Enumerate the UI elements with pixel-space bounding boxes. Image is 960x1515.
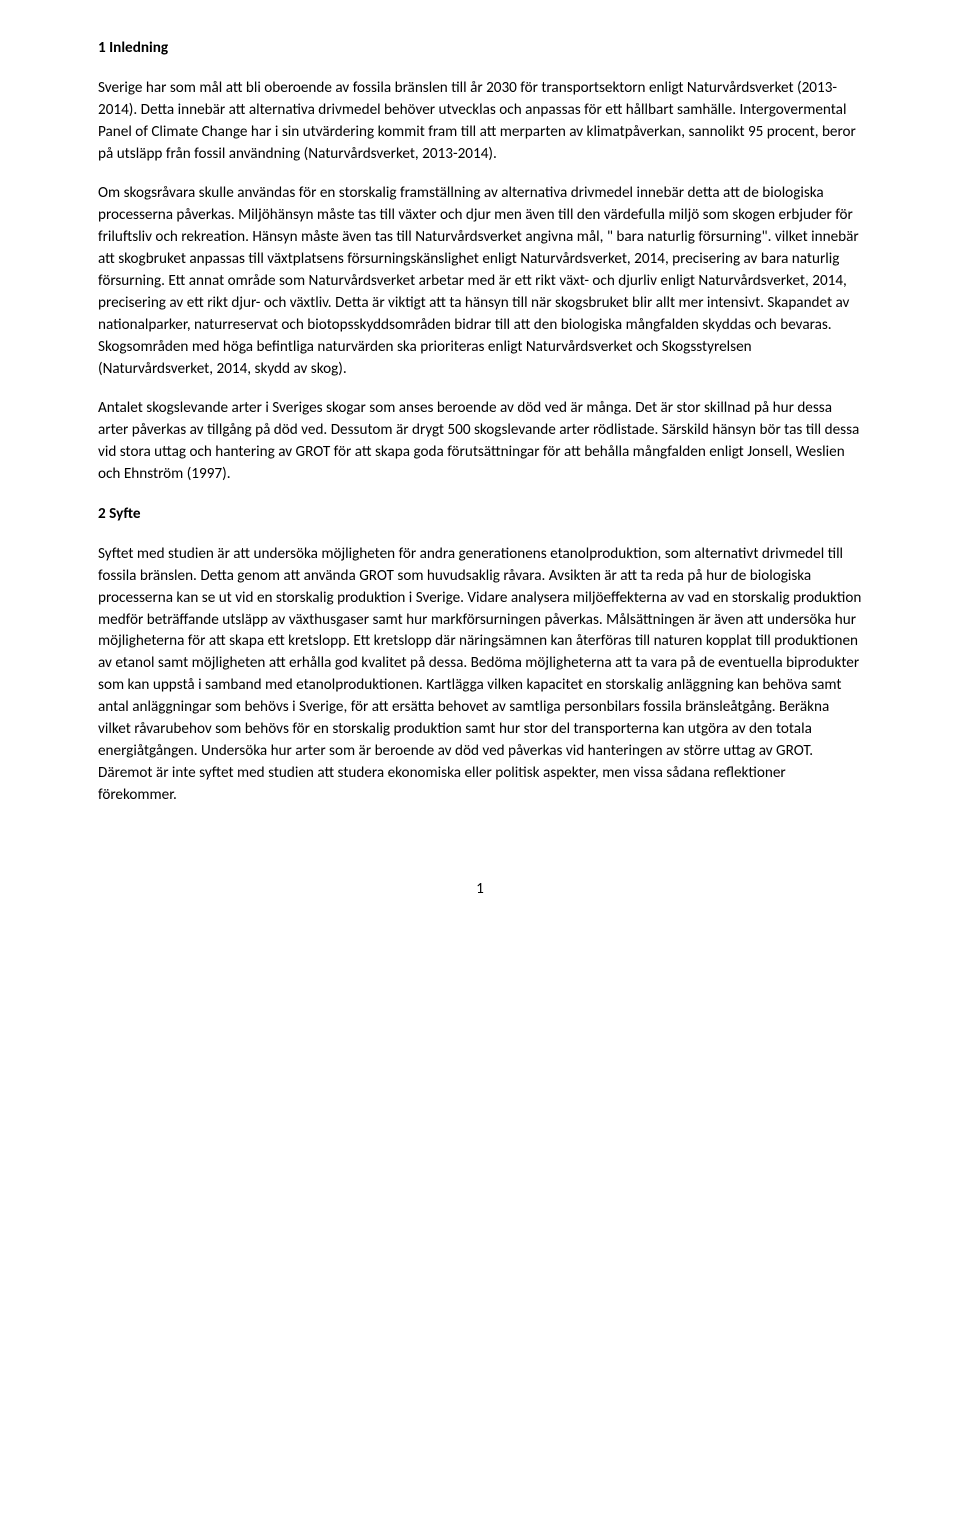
paragraph-intro-2: Om skogsråvara skulle användas för en st… (98, 183, 862, 380)
paragraph-intro-3: Antalet skogslevande arter i Sveriges sk… (98, 398, 862, 486)
section-heading-1: 1 Inledning (98, 38, 862, 60)
paragraph-intro-1: Sverige har som mål att bli oberoende av… (98, 78, 862, 166)
section-heading-2: 2 Syfte (98, 504, 862, 526)
page-number: 1 (98, 879, 862, 901)
paragraph-purpose: Syftet med studien är att undersöka möjl… (98, 544, 862, 807)
